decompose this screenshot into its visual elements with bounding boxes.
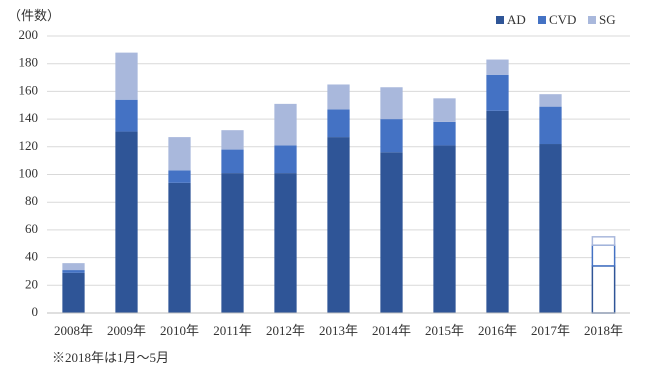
y-tick-label: 40 <box>25 249 38 264</box>
bar-segment <box>380 119 403 153</box>
x-tick-label: 2009年 <box>107 323 146 338</box>
bar-segment <box>62 272 85 313</box>
bar-segment <box>221 149 244 174</box>
bar-segment <box>486 110 509 313</box>
bar-segment <box>168 137 191 171</box>
bar-segment <box>274 145 297 174</box>
bar-segment <box>221 173 244 313</box>
bar-segment <box>115 52 138 100</box>
bar-segment <box>591 236 616 246</box>
bar-segment <box>433 121 456 146</box>
y-tick-label: 120 <box>19 138 39 153</box>
legend-label: AD <box>507 12 526 27</box>
y-tick-label: 20 <box>25 276 38 291</box>
bar-segment <box>539 106 562 145</box>
y-tick-label: 100 <box>19 165 39 180</box>
legend-label: SG <box>599 12 616 27</box>
y-tick-label: 200 <box>19 27 39 42</box>
x-tick-label: 2008年 <box>54 323 93 338</box>
bar-segment <box>274 103 297 146</box>
x-tick-label: 2011年 <box>213 323 252 338</box>
bar-segment <box>274 173 297 313</box>
note: ※2018年は1月～5月 <box>52 350 169 365</box>
x-tick-label: 2017年 <box>531 323 570 338</box>
y-tick-label: 80 <box>25 193 38 208</box>
bar-segment <box>486 74 509 111</box>
bar-segment <box>221 130 244 150</box>
bar-segment <box>62 263 85 271</box>
bar-segment <box>168 170 191 183</box>
x-tick-label: 2018年 <box>584 323 623 338</box>
bar-segment <box>539 94 562 107</box>
bar-segment <box>327 84 350 110</box>
bar-segment <box>591 265 616 314</box>
x-tick-label: 2016年 <box>478 323 517 338</box>
bar-segment <box>327 109 350 138</box>
x-tick-label: 2012年 <box>266 323 305 338</box>
x-tick-label: 2010年 <box>160 323 199 338</box>
bar-segment <box>115 99 138 132</box>
y-axis-label: （件数） <box>8 8 60 23</box>
y-tick-label: 160 <box>19 82 39 97</box>
bar-segment <box>62 270 85 273</box>
y-tick-label: 140 <box>19 110 39 125</box>
legend-swatch <box>538 16 546 24</box>
y-tick-label: 0 <box>32 304 39 319</box>
bar-segment <box>486 59 509 75</box>
bar-segment <box>168 182 191 313</box>
bar-segment <box>591 244 616 267</box>
y-tick-label: 180 <box>19 55 39 70</box>
bar-segment <box>380 152 403 313</box>
x-tick-label: 2015年 <box>425 323 464 338</box>
y-tick-label: 60 <box>25 221 38 236</box>
bar-segment <box>539 144 562 313</box>
legend-swatch <box>496 16 504 24</box>
bar-segment <box>327 137 350 313</box>
bar-segment <box>433 145 456 313</box>
legend-swatch <box>588 16 596 24</box>
bar-segment <box>433 98 456 122</box>
bar-segment <box>115 131 138 313</box>
x-tick-label: 2013年 <box>319 323 358 338</box>
x-tick-label: 2014年 <box>372 323 411 338</box>
legend-label: CVD <box>549 12 576 27</box>
bar-segment <box>380 87 403 120</box>
